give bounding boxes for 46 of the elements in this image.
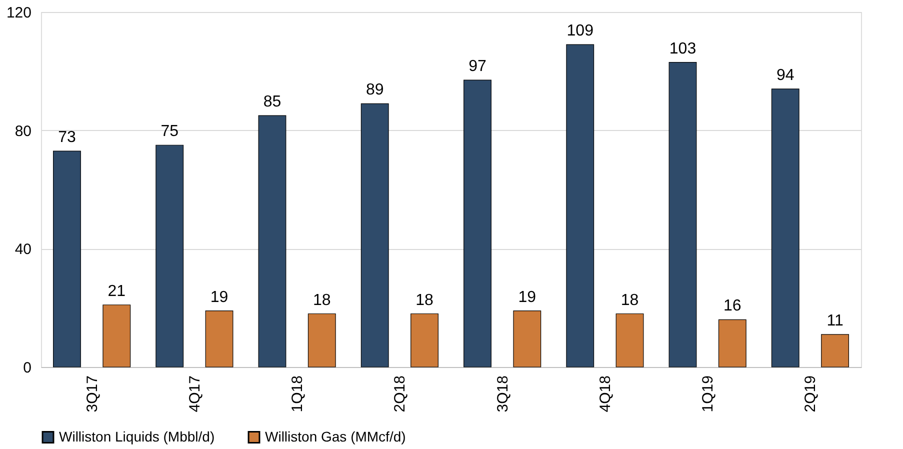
data-label: 109 — [566, 22, 594, 40]
bar — [464, 80, 492, 368]
data-label: 75 — [160, 123, 179, 140]
bar — [718, 319, 746, 368]
x-tick-label: 4Q18 — [596, 376, 614, 412]
data-label: 85 — [263, 94, 282, 111]
bar — [156, 144, 184, 368]
data-label: 18 — [620, 292, 639, 309]
data-label: 97 — [468, 58, 486, 76]
bar — [102, 304, 131, 368]
x-tick-label: 4Q17 — [186, 376, 204, 412]
x-tick-label: 3Q18 — [494, 376, 512, 412]
bar — [566, 44, 594, 368]
data-label: 19 — [210, 288, 228, 306]
bar — [410, 313, 438, 368]
y-tick-label: 40 — [14, 241, 32, 258]
legend-label: Williston Gas (MMcf/d) — [265, 428, 406, 444]
x-tick-label: 2Q19 — [802, 376, 820, 412]
bar — [360, 103, 389, 368]
bar — [668, 62, 697, 368]
data-label: 18 — [416, 292, 434, 309]
data-label: 73 — [58, 129, 76, 146]
x-tick-label: 3Q17 — [84, 376, 101, 412]
bar — [258, 115, 286, 368]
y-tick-label: 120 — [6, 4, 32, 22]
data-label: 103 — [669, 40, 696, 58]
legend-label: Williston Liquids (Mbbl/d) — [59, 428, 215, 444]
x-tick-label: 1Q18 — [289, 376, 306, 412]
x-tick-label: 1Q19 — [700, 376, 717, 412]
data-label: 11 — [826, 312, 844, 330]
x-tick-label: 2Q18 — [392, 376, 409, 412]
bar — [616, 313, 644, 368]
data-label: 16 — [724, 298, 742, 315]
data-label: 89 — [366, 82, 384, 99]
data-label: 21 — [108, 282, 126, 300]
data-label: 18 — [312, 292, 331, 309]
bar — [513, 310, 542, 368]
bar — [308, 313, 336, 368]
y-tick-label: 80 — [14, 122, 32, 140]
bar — [205, 310, 234, 368]
bar — [821, 334, 849, 368]
y-tick-label: 0 — [23, 360, 32, 376]
bar — [53, 150, 81, 368]
data-label: 19 — [518, 288, 536, 306]
data-label: 94 — [776, 66, 794, 84]
bar — [771, 88, 800, 368]
